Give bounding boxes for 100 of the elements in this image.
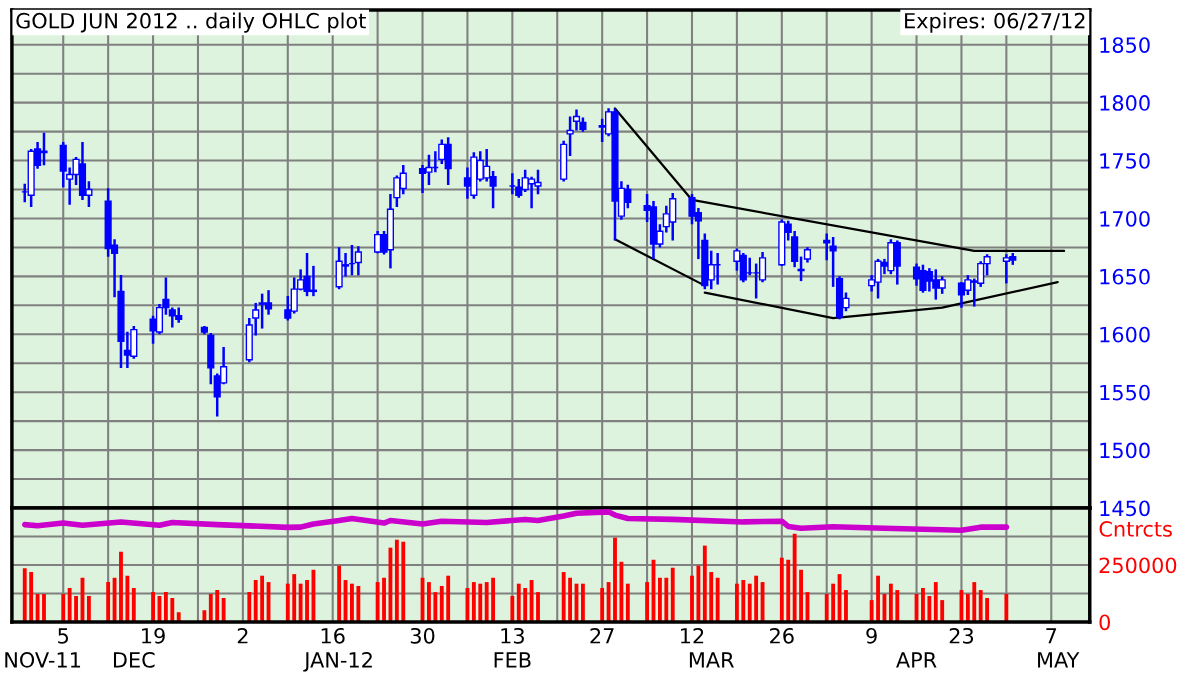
bar bbox=[484, 582, 489, 622]
bar bbox=[433, 592, 438, 622]
bar bbox=[74, 595, 78, 622]
y-tick-label: 1450 bbox=[1100, 500, 1150, 517]
bar bbox=[350, 583, 354, 622]
bar bbox=[779, 557, 784, 622]
y-axis-title: Cntrcts bbox=[1099, 521, 1172, 537]
bar bbox=[356, 585, 361, 622]
bar bbox=[1004, 593, 1009, 622]
y-tick-label: 250000 bbox=[1099, 557, 1177, 574]
bar bbox=[664, 577, 669, 622]
bar bbox=[151, 592, 155, 622]
bar bbox=[536, 592, 540, 622]
x-tick-label: 16 bbox=[321, 627, 345, 644]
bar bbox=[382, 577, 386, 622]
x-tick-label: 23 bbox=[949, 627, 974, 644]
bar bbox=[401, 541, 406, 622]
y-tick-label: 1750 bbox=[1100, 153, 1150, 169]
text: NOV-11 bbox=[5, 651, 81, 668]
bar bbox=[305, 580, 309, 622]
bar bbox=[715, 577, 720, 622]
bar bbox=[29, 572, 34, 622]
bar bbox=[86, 595, 91, 622]
bar bbox=[561, 572, 566, 622]
bar bbox=[471, 582, 476, 622]
bar bbox=[619, 561, 624, 622]
bar bbox=[972, 582, 977, 622]
bar bbox=[580, 583, 585, 622]
bar bbox=[786, 559, 791, 622]
bar bbox=[568, 577, 573, 622]
bar bbox=[702, 545, 707, 622]
bar bbox=[600, 588, 605, 622]
x-tick-label: 30 bbox=[410, 627, 435, 644]
bar bbox=[42, 593, 46, 622]
bar bbox=[831, 583, 836, 622]
bar bbox=[337, 565, 342, 622]
bar bbox=[253, 580, 258, 622]
y-tick-label: 1500 bbox=[1100, 442, 1150, 459]
x2-tick-label: FEB bbox=[494, 652, 531, 668]
bar bbox=[747, 583, 752, 622]
x-tick-label: 26 bbox=[770, 627, 794, 644]
candlestick bbox=[797, 256, 805, 282]
bar bbox=[965, 593, 970, 622]
candlestick bbox=[354, 246, 362, 276]
bar bbox=[285, 583, 290, 622]
bar bbox=[645, 582, 649, 622]
y-tick-label: 0 bbox=[1099, 614, 1110, 631]
x-tick-label: 13 bbox=[501, 627, 524, 644]
bar bbox=[394, 539, 399, 622]
chart-title: GOLD JUN 2012 .. daily OHLC plot bbox=[16, 12, 366, 33]
bar bbox=[690, 575, 694, 622]
bar bbox=[221, 598, 226, 622]
y-tick-label: 1550 bbox=[1100, 384, 1150, 401]
bar bbox=[754, 575, 759, 622]
bar bbox=[247, 592, 252, 622]
y-tick-label: 1850 bbox=[1100, 37, 1150, 53]
bar bbox=[260, 575, 265, 622]
bar bbox=[215, 590, 220, 622]
bar bbox=[106, 582, 111, 622]
x-tick-label: 7 bbox=[1046, 628, 1057, 644]
bar bbox=[22, 568, 27, 622]
bar bbox=[824, 593, 829, 622]
bar bbox=[709, 572, 714, 622]
bar bbox=[978, 590, 983, 622]
bar bbox=[119, 551, 123, 622]
bar bbox=[170, 598, 175, 622]
bar bbox=[927, 595, 932, 622]
bar bbox=[895, 590, 900, 622]
bar bbox=[478, 583, 483, 622]
bar bbox=[741, 580, 746, 622]
bar bbox=[869, 600, 874, 622]
bar bbox=[985, 598, 990, 622]
bar bbox=[888, 583, 893, 622]
bar bbox=[375, 582, 380, 622]
bar bbox=[921, 588, 925, 622]
bar bbox=[657, 577, 662, 622]
bar bbox=[799, 569, 803, 622]
x2-tick-label: JAN-12 bbox=[303, 651, 372, 672]
bar bbox=[606, 582, 611, 622]
y-tick-label: 1700 bbox=[1100, 210, 1150, 227]
bar bbox=[292, 574, 297, 622]
bar bbox=[876, 575, 880, 622]
bar bbox=[670, 567, 675, 622]
bar bbox=[844, 590, 848, 622]
bar bbox=[298, 583, 303, 622]
x2-tick-label: MAR bbox=[689, 652, 734, 668]
x2-tick-label: DEC bbox=[113, 651, 155, 668]
x-tick-label: 2 bbox=[237, 627, 248, 644]
bar bbox=[696, 565, 701, 622]
bar bbox=[61, 593, 66, 622]
bar bbox=[933, 582, 938, 622]
bar bbox=[613, 537, 617, 622]
bar bbox=[523, 588, 528, 622]
bar bbox=[529, 580, 534, 622]
bar bbox=[439, 585, 444, 622]
bar bbox=[163, 592, 168, 622]
bar bbox=[125, 575, 130, 622]
bar bbox=[131, 588, 136, 622]
bar bbox=[208, 593, 213, 622]
x-tick-label: 27 bbox=[590, 627, 614, 644]
